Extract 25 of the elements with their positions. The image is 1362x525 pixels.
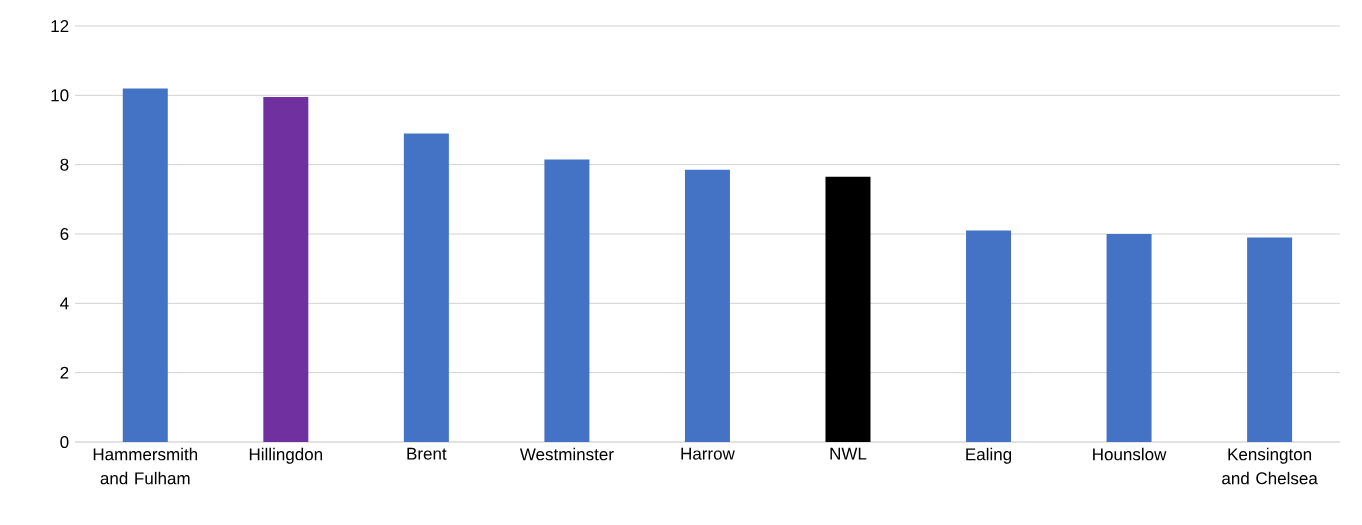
x-tick-label: Hillingdon bbox=[249, 447, 323, 464]
bar bbox=[403, 133, 449, 442]
bar bbox=[544, 159, 590, 442]
x-tick-label: Kensington and Chelsea bbox=[1222, 447, 1318, 485]
y-tick-label: 12 bbox=[51, 20, 69, 32]
x-tick-label: NWL bbox=[830, 447, 867, 460]
x-tick-label: Harrow bbox=[681, 447, 735, 460]
x-tick-label: Ealing bbox=[966, 447, 1012, 464]
bar bbox=[825, 176, 871, 442]
x-tick-label: Brent bbox=[407, 447, 447, 460]
x-tick-label: Westminster bbox=[519, 447, 614, 461]
y-tick-label: 10 bbox=[51, 89, 69, 102]
y-tick-label: 4 bbox=[60, 297, 69, 310]
bar bbox=[122, 88, 168, 442]
x-tick-label: Hammersmith and Fulham bbox=[93, 447, 198, 485]
y-tick-label: 6 bbox=[60, 227, 69, 241]
y-tick-label: 8 bbox=[60, 158, 69, 171]
x-tick-label: Hounslow bbox=[1093, 447, 1167, 461]
y-tick-label: 0 bbox=[60, 435, 69, 449]
bar bbox=[684, 169, 730, 442]
bar bbox=[966, 230, 1012, 442]
bar bbox=[1106, 234, 1152, 442]
bar bbox=[1247, 237, 1293, 442]
bar bbox=[263, 97, 309, 442]
y-tick-label: 2 bbox=[60, 366, 69, 379]
